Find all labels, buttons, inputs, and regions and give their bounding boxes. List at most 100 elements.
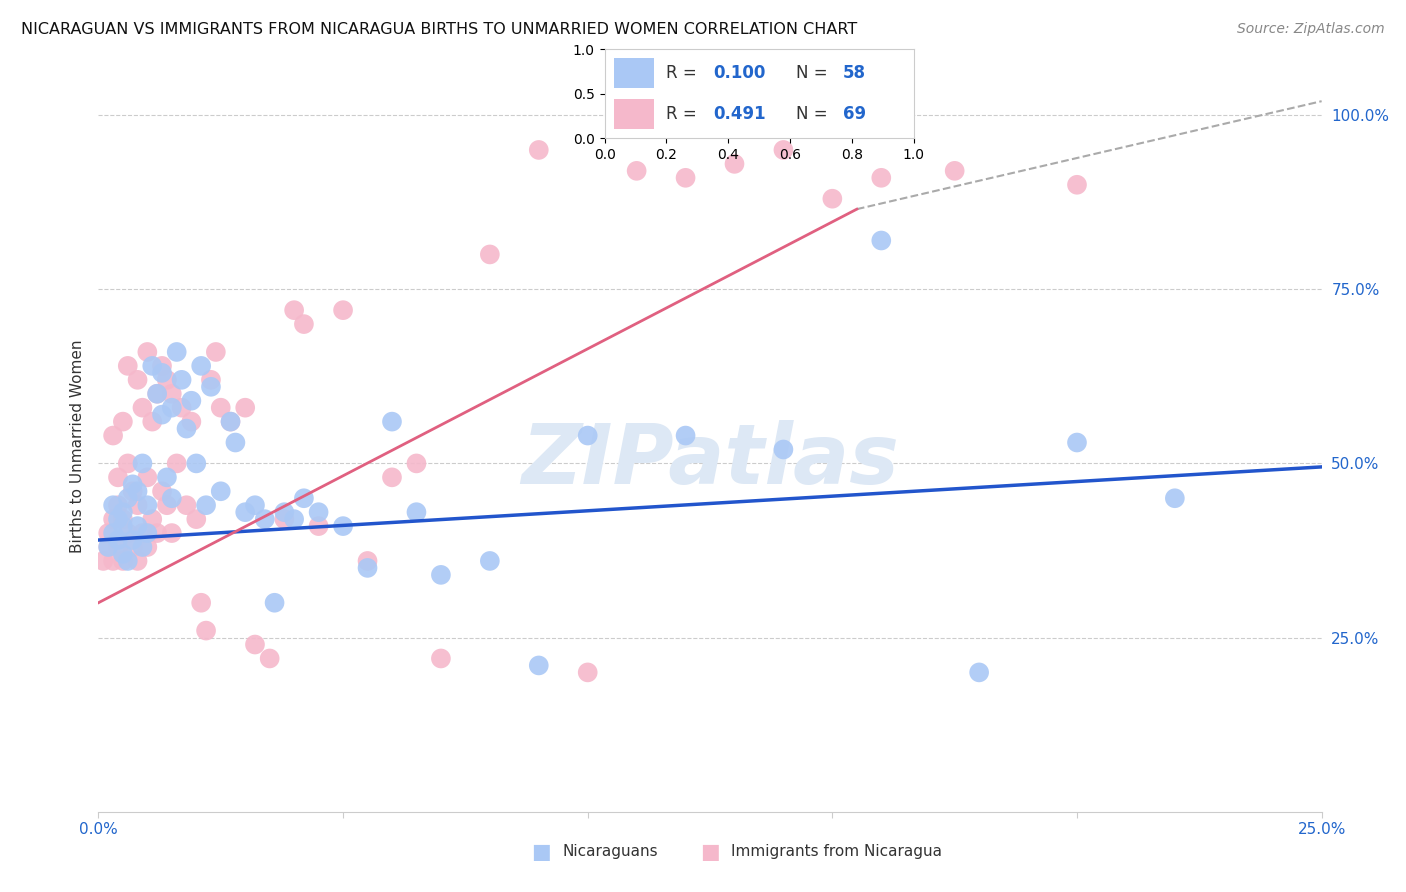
Point — [111, 547, 134, 561]
Point — [772, 442, 794, 457]
Text: ■: ■ — [531, 842, 551, 862]
Point — [121, 533, 143, 547]
Point — [146, 386, 169, 401]
Point — [127, 519, 149, 533]
Text: ■: ■ — [700, 842, 720, 862]
Point — [150, 408, 173, 422]
Point — [166, 345, 188, 359]
Point — [141, 415, 163, 429]
Point — [186, 512, 208, 526]
Point — [253, 512, 276, 526]
Point — [180, 415, 202, 429]
Point — [141, 359, 163, 373]
Point — [131, 401, 153, 415]
Point — [121, 484, 143, 499]
Point — [478, 247, 501, 261]
Point — [190, 596, 212, 610]
Point — [675, 428, 697, 442]
Point — [626, 164, 648, 178]
Point — [200, 373, 222, 387]
Point — [332, 303, 354, 318]
Point — [186, 457, 208, 471]
Text: ZIPatlas: ZIPatlas — [522, 420, 898, 501]
Point — [136, 345, 159, 359]
Point — [150, 359, 173, 373]
Point — [111, 519, 134, 533]
Point — [332, 519, 354, 533]
Point — [117, 457, 139, 471]
Point — [224, 435, 246, 450]
Point — [107, 540, 129, 554]
Point — [117, 526, 139, 541]
Text: N =: N = — [796, 105, 834, 123]
Point — [273, 512, 295, 526]
Point — [209, 484, 232, 499]
Point — [233, 505, 256, 519]
Point — [127, 554, 149, 568]
Point — [127, 484, 149, 499]
Point — [200, 380, 222, 394]
Point — [160, 386, 183, 401]
Text: NICARAGUAN VS IMMIGRANTS FROM NICARAGUA BIRTHS TO UNMARRIED WOMEN CORRELATION CH: NICARAGUAN VS IMMIGRANTS FROM NICARAGUA … — [21, 22, 858, 37]
Point — [131, 540, 153, 554]
Point — [233, 401, 256, 415]
Text: 0.100: 0.100 — [713, 64, 765, 82]
Point — [243, 638, 266, 652]
Point — [381, 415, 404, 429]
Point — [111, 554, 134, 568]
Point — [176, 421, 198, 435]
Point — [283, 303, 305, 318]
Point — [292, 491, 315, 506]
Point — [772, 143, 794, 157]
Point — [405, 505, 427, 519]
Point — [405, 457, 427, 471]
Point — [101, 554, 124, 568]
Text: 0.491: 0.491 — [713, 105, 765, 123]
Point — [91, 554, 114, 568]
Point — [176, 498, 198, 512]
FancyBboxPatch shape — [614, 99, 654, 129]
Text: Immigrants from Nicaragua: Immigrants from Nicaragua — [731, 845, 942, 859]
Point — [97, 540, 120, 554]
Point — [190, 359, 212, 373]
Point — [156, 373, 179, 387]
Point — [870, 170, 893, 185]
Text: Source: ZipAtlas.com: Source: ZipAtlas.com — [1237, 22, 1385, 37]
Point — [101, 498, 124, 512]
Point — [195, 624, 218, 638]
Point — [180, 393, 202, 408]
Point — [101, 526, 124, 541]
Point — [156, 470, 179, 484]
Text: R =: R = — [666, 105, 703, 123]
Point — [101, 428, 124, 442]
Point — [131, 526, 153, 541]
Point — [97, 526, 120, 541]
Point — [283, 512, 305, 526]
Point — [117, 359, 139, 373]
Point — [146, 526, 169, 541]
Point — [1066, 178, 1088, 192]
Text: R =: R = — [666, 64, 703, 82]
Point — [576, 428, 599, 442]
Point — [205, 345, 228, 359]
Point — [150, 366, 173, 380]
Point — [160, 401, 183, 415]
Point — [111, 505, 134, 519]
FancyBboxPatch shape — [614, 58, 654, 88]
Point — [136, 540, 159, 554]
Point — [136, 498, 159, 512]
Point — [943, 164, 966, 178]
Point — [131, 457, 153, 471]
Point — [156, 498, 179, 512]
Y-axis label: Births to Unmarried Women: Births to Unmarried Women — [69, 339, 84, 553]
Point — [1164, 491, 1187, 506]
Point — [107, 512, 129, 526]
Point — [308, 505, 330, 519]
Point — [150, 484, 173, 499]
Text: N =: N = — [796, 64, 834, 82]
Point — [111, 512, 134, 526]
Point — [166, 457, 188, 471]
Point — [259, 651, 281, 665]
Point — [308, 519, 330, 533]
Point — [136, 470, 159, 484]
